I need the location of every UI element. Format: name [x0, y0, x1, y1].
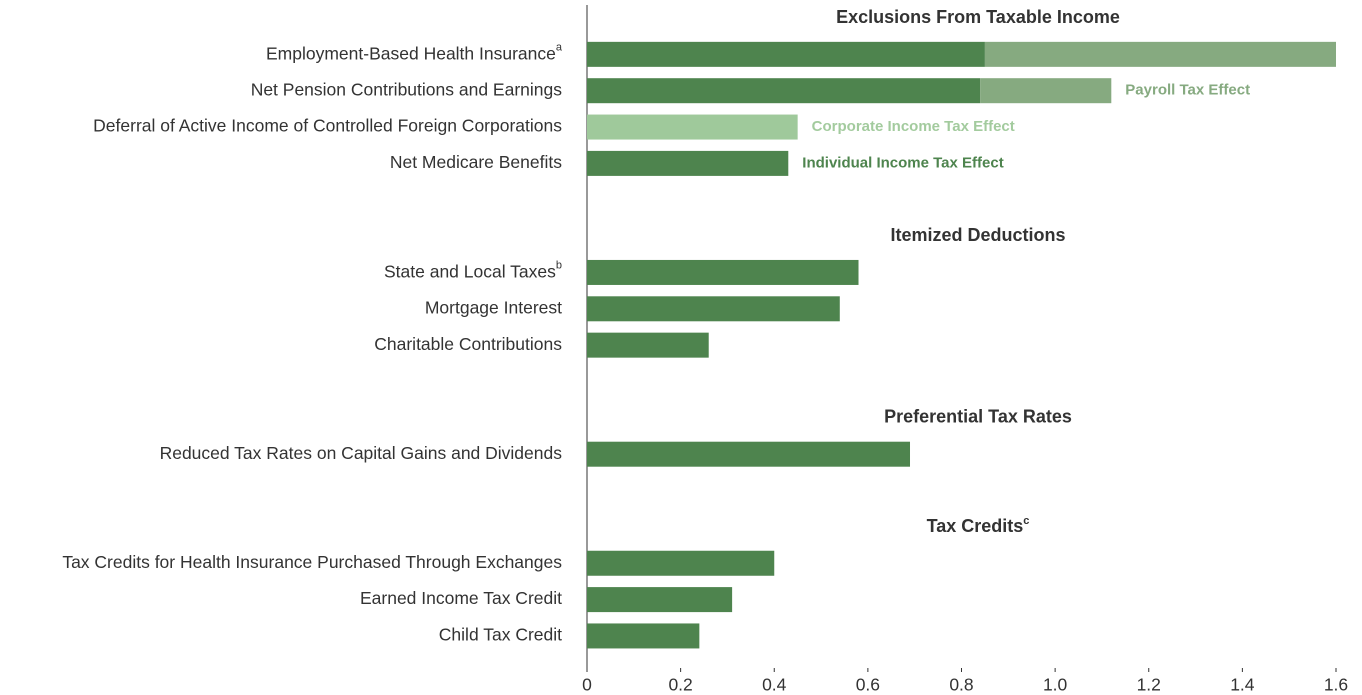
footnote-mark: c	[1023, 515, 1029, 527]
bar-segment	[980, 78, 1112, 104]
x-tick-label: 0.8	[949, 675, 973, 695]
x-tick-label: 0.4	[762, 675, 787, 695]
category-label: Tax Credits for Health Insurance Purchas…	[62, 552, 562, 572]
category-text: State and Local Taxes	[384, 261, 556, 281]
group-title: Itemized Deductions	[890, 225, 1065, 245]
bar-segment	[587, 114, 798, 140]
bar-segment	[587, 332, 709, 358]
x-tick-label: 1.2	[1137, 675, 1161, 695]
bar-segment	[587, 150, 789, 176]
series-label: Individual Income Tax Effect	[802, 154, 1003, 171]
category-label: Net Medicare Benefits	[390, 152, 562, 172]
group-title: Tax Creditsc	[927, 515, 1030, 536]
footnote-mark: b	[556, 259, 562, 271]
category-label: Earned Income Tax Credit	[360, 588, 562, 608]
category-label: Child Tax Credit	[439, 625, 562, 645]
footnote-mark: a	[556, 41, 563, 53]
bar-segment	[587, 550, 775, 576]
category-label: Employment-Based Health Insurancea	[266, 41, 563, 63]
x-tick-label: 0.2	[668, 675, 692, 695]
group-title-text: Tax Credits	[927, 516, 1024, 536]
x-tick-label: 1.6	[1324, 675, 1348, 695]
category-label: Net Pension Contributions and Earnings	[251, 79, 563, 99]
bar-segment	[587, 259, 859, 285]
x-tick-label: 1.4	[1230, 675, 1255, 695]
bar-segment	[587, 587, 733, 613]
bar-segment	[587, 296, 840, 322]
bar-segment	[587, 623, 700, 649]
category-text: Employment-Based Health Insurance	[266, 43, 556, 63]
category-label: State and Local Taxesb	[384, 259, 562, 281]
group-title: Exclusions From Taxable Income	[836, 7, 1120, 27]
x-tick-label: 0	[582, 675, 592, 695]
x-tick-label: 0.6	[856, 675, 880, 695]
category-label: Charitable Contributions	[374, 334, 562, 354]
category-label: Reduced Tax Rates on Capital Gains and D…	[160, 443, 563, 463]
bar-segment	[587, 441, 911, 467]
series-label: Corporate Income Tax Effect	[812, 118, 1015, 135]
bar-segment	[587, 78, 981, 104]
category-label: Deferral of Active Income of Controlled …	[93, 116, 562, 136]
bar-segment	[984, 41, 1336, 67]
series-label: Payroll Tax Effect	[1125, 82, 1250, 99]
category-label: Mortgage Interest	[425, 297, 562, 317]
group-title: Preferential Tax Rates	[884, 407, 1072, 427]
bar-segment	[587, 41, 985, 67]
x-tick-label: 1.0	[1043, 675, 1068, 695]
